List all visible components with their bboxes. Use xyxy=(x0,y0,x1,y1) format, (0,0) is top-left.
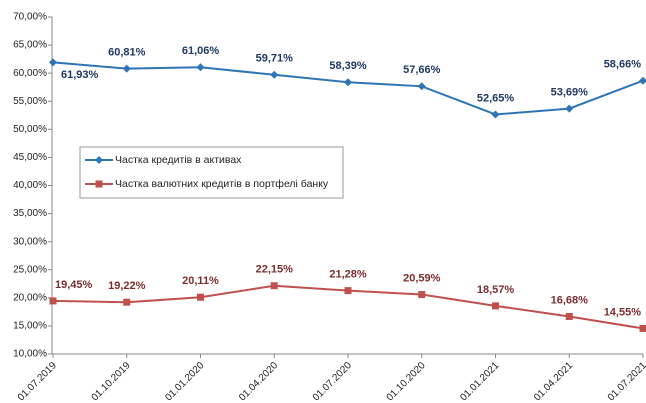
x-tick-label: 01.01.2021 xyxy=(458,360,501,403)
y-tick-label: 35,00% xyxy=(13,208,47,219)
y-tick-label: 60,00% xyxy=(13,68,47,79)
marker xyxy=(49,297,57,305)
legend-label: Частка валютних кредитів в портфелі банк… xyxy=(115,178,329,190)
marker xyxy=(122,64,131,73)
data-label: 61,06% xyxy=(182,45,220,57)
x-tick-label: 01.10.2019 xyxy=(90,360,133,403)
data-label: 21,28% xyxy=(329,269,367,281)
x-tick-label: 01.07.2020 xyxy=(311,360,354,403)
x-tick-label: 01.07.2019 xyxy=(16,360,59,403)
x-tick-label: 01.07.2021 xyxy=(606,360,646,403)
data-label: 53,69% xyxy=(551,87,589,99)
marker xyxy=(492,302,499,310)
y-tick-label: 55,00% xyxy=(13,96,47,107)
marker xyxy=(344,287,352,295)
marker xyxy=(270,282,278,290)
data-label: 52,65% xyxy=(477,92,515,104)
marker xyxy=(418,291,426,299)
y-tick-label: 10,00% xyxy=(13,349,47,360)
y-tick-label: 15,00% xyxy=(13,321,47,332)
data-label: 61,93% xyxy=(61,69,99,81)
data-label: 20,59% xyxy=(403,272,441,284)
marker xyxy=(639,324,646,332)
y-tick-label: 50,00% xyxy=(13,124,47,135)
y-tick-label: 40,00% xyxy=(13,180,47,191)
data-label: 57,66% xyxy=(403,64,441,76)
marker xyxy=(565,104,574,113)
data-label: 58,66% xyxy=(604,59,642,71)
data-label: 59,71% xyxy=(256,53,294,65)
y-tick-label: 25,00% xyxy=(13,264,47,275)
legend-marker xyxy=(95,156,103,164)
data-label: 58,39% xyxy=(329,60,367,72)
data-label: 22,15% xyxy=(256,264,294,276)
data-label: 19,45% xyxy=(55,279,93,291)
legend-label: Частка кредитів в активах xyxy=(115,154,242,166)
marker xyxy=(196,63,205,72)
y-tick-label: 20,00% xyxy=(13,292,47,303)
data-label: 60,81% xyxy=(108,47,146,59)
marker xyxy=(123,298,131,306)
marker xyxy=(49,58,57,67)
x-tick-label: 01.04.2021 xyxy=(532,360,575,403)
marker xyxy=(270,70,279,79)
x-tick-label: 01.04.2020 xyxy=(237,360,280,403)
marker xyxy=(197,293,204,301)
data-label: 19,22% xyxy=(108,280,146,292)
marker xyxy=(417,82,426,91)
y-tick-label: 45,00% xyxy=(13,152,47,163)
legend xyxy=(79,146,344,199)
x-tick-label: 01.01.2020 xyxy=(163,360,206,403)
legend-marker xyxy=(95,180,103,188)
data-label: 14,55% xyxy=(604,306,642,318)
y-tick-label: 65,00% xyxy=(13,40,47,51)
y-tick-label: 70,00% xyxy=(13,12,47,23)
marker xyxy=(639,76,646,85)
data-label: 18,57% xyxy=(477,284,515,296)
marker xyxy=(565,312,573,320)
marker xyxy=(344,78,352,87)
marker xyxy=(491,110,500,119)
data-label: 16,68% xyxy=(551,294,589,306)
x-tick-label: 01.10.2020 xyxy=(385,360,428,403)
data-label: 20,11% xyxy=(182,275,219,287)
y-tick-label: 30,00% xyxy=(13,236,47,247)
